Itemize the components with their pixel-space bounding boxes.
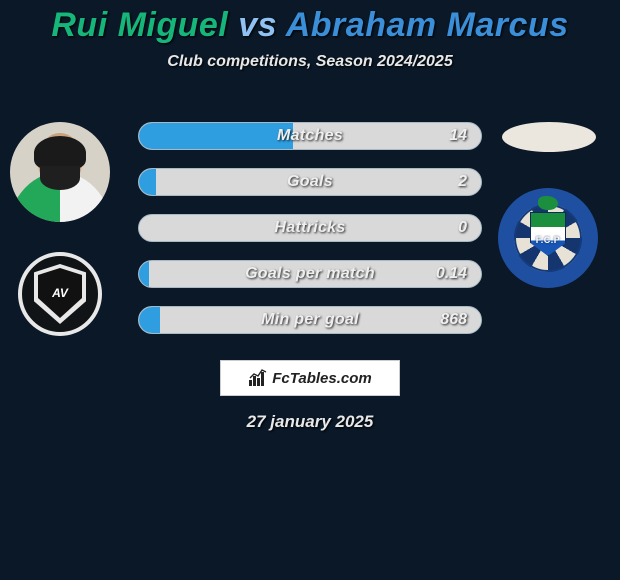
- club-dragon-icon: [538, 196, 558, 210]
- left-avatars: AV: [10, 122, 130, 336]
- stat-bars: Matches14 Goals2 Hattricks0 Goals per match…: [138, 122, 482, 352]
- stat-bar-row: Min per goal868: [138, 306, 482, 334]
- stat-bar-value: 868: [440, 307, 467, 333]
- title-player2: Abraham Marcus: [286, 6, 569, 44]
- stat-bar-label: Matches: [139, 123, 481, 149]
- title-player1: Rui Miguel: [51, 6, 228, 44]
- brand-chart-icon: [248, 369, 268, 387]
- right-avatars: F.C.P: [500, 122, 610, 288]
- stat-bar-value: 14: [449, 123, 467, 149]
- shield-icon: AV: [34, 264, 86, 324]
- stat-bar-label: Goals: [139, 169, 481, 195]
- stat-bar-value: 0: [458, 215, 467, 241]
- subtitle: Club competitions, Season 2024/2025: [0, 53, 620, 71]
- stat-bar-row: Hattricks0: [138, 214, 482, 242]
- page-title: Rui Miguel vs Abraham Marcus: [0, 0, 620, 45]
- stat-bar-label: Hattricks: [139, 215, 481, 241]
- player2-club-badge: F.C.P: [498, 188, 598, 288]
- player1-hair: [34, 136, 86, 170]
- club-badge-text: AV: [38, 268, 82, 318]
- stat-bar-value: 2: [458, 169, 467, 195]
- player2-avatar-placeholder: [502, 122, 596, 152]
- stat-bar-label: Goals per match: [139, 261, 481, 287]
- brand-text: FcTables.com: [272, 370, 371, 387]
- brand-box: FcTables.com: [220, 360, 400, 396]
- stat-bar-value: 0.14: [436, 261, 467, 287]
- club-crest-text: F.C.P: [536, 235, 561, 245]
- player1-club-badge: AV: [18, 252, 102, 336]
- title-vs: vs: [238, 6, 277, 44]
- stat-bar-row: Goals2: [138, 168, 482, 196]
- date-line: 27 january 2025: [0, 412, 620, 432]
- player1-beard: [40, 166, 80, 190]
- stat-bar-row: Goals per match0.14: [138, 260, 482, 288]
- stat-bar-label: Min per goal: [139, 307, 481, 333]
- comparison-card: Rui Miguel vs Abraham Marcus Club compet…: [0, 0, 620, 580]
- player1-avatar: [10, 122, 110, 222]
- stat-bar-row: Matches14: [138, 122, 482, 150]
